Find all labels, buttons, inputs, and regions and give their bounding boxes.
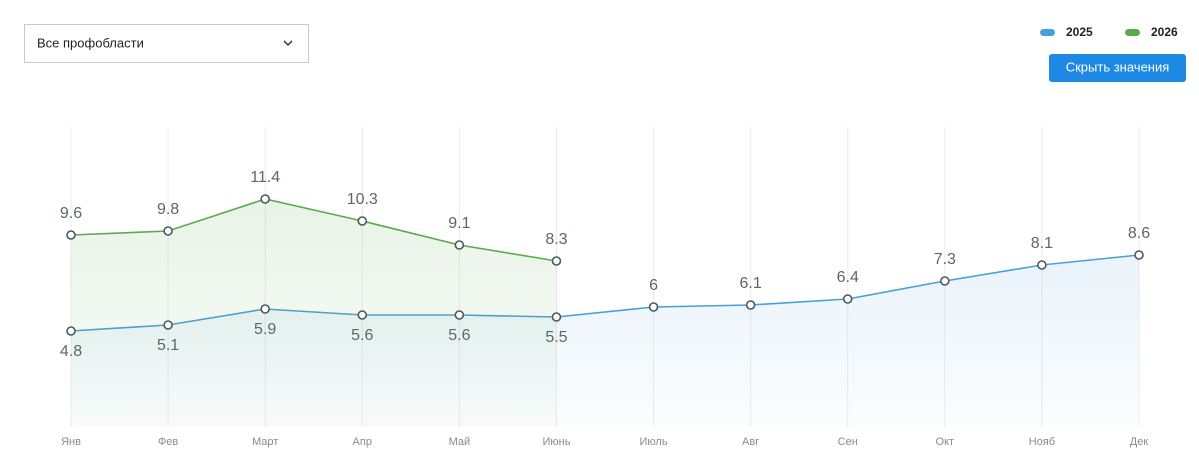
value-label: 8.1: [1031, 235, 1053, 252]
point: [551, 312, 562, 322]
x-tick-label: Июнь: [542, 436, 570, 448]
value-label: 5.9: [254, 321, 276, 338]
x-tick-label: Март: [252, 436, 278, 448]
value-label: 9.8: [157, 201, 179, 218]
x-tick-label: Май: [449, 436, 471, 448]
point: [66, 326, 76, 336]
value-label: 8.6: [1128, 225, 1150, 242]
line: [70, 198, 557, 262]
value-label: 5.6: [351, 327, 373, 344]
value-label: 4.8: [60, 343, 82, 360]
chevron[interactable]: [283, 40, 293, 47]
value-label: 6: [649, 277, 658, 294]
value-label: 11.4: [250, 169, 280, 186]
value-label: 7.3: [934, 251, 956, 268]
button-label[interactable]: Скрыть значения: [1066, 59, 1170, 74]
x-tick-label: Дек: [1130, 436, 1149, 448]
legend-swatch: [1125, 29, 1140, 36]
x-tick-label: Янв: [61, 436, 81, 448]
value-label: 10.3: [347, 191, 378, 208]
point: [940, 276, 950, 286]
point: [454, 240, 465, 250]
point: [648, 302, 659, 312]
value-label: 8.3: [545, 231, 567, 248]
value-label: 6.1: [740, 275, 762, 292]
x-tick-label: Апр: [353, 436, 372, 448]
x-tick-label: Нояб: [1029, 436, 1055, 448]
point: [260, 194, 270, 204]
point: [163, 226, 173, 236]
point: [551, 256, 562, 266]
area: [71, 199, 557, 427]
x-tick-label: Фев: [158, 436, 178, 448]
x-tick-label: Авг: [742, 436, 759, 448]
point: [357, 310, 368, 320]
value-label: 5.1: [157, 337, 179, 354]
value-label: 9.1: [448, 215, 470, 232]
button-bg[interactable]: [1049, 54, 1186, 82]
point: [842, 294, 853, 304]
dropdown-box[interactable]: [24, 24, 309, 63]
point: [745, 300, 756, 310]
legend-label: 2025: [1066, 25, 1093, 39]
dropdown-label[interactable]: Все профобласти: [37, 35, 144, 50]
point: [66, 230, 76, 240]
x-tick-label: Окт: [936, 436, 955, 448]
value-label: 6.4: [837, 269, 859, 286]
point: [357, 216, 368, 226]
value-label: 5.5: [545, 329, 567, 346]
legend-swatch: [1040, 29, 1055, 36]
point: [1134, 250, 1144, 260]
point: [454, 310, 465, 320]
point: [260, 304, 270, 314]
legend-label: 2026: [1151, 25, 1178, 39]
point: [1037, 260, 1047, 270]
point: [163, 320, 173, 330]
filter-dropdown[interactable]: Все профобласти: [24, 24, 309, 63]
value-label: 9.6: [60, 205, 82, 222]
x-tick-label: Сен: [838, 436, 858, 448]
value-label: 5.6: [448, 327, 470, 344]
hide-values-button[interactable]: Скрыть значения: [1049, 54, 1186, 82]
x-tick-label: Июль: [640, 436, 668, 448]
